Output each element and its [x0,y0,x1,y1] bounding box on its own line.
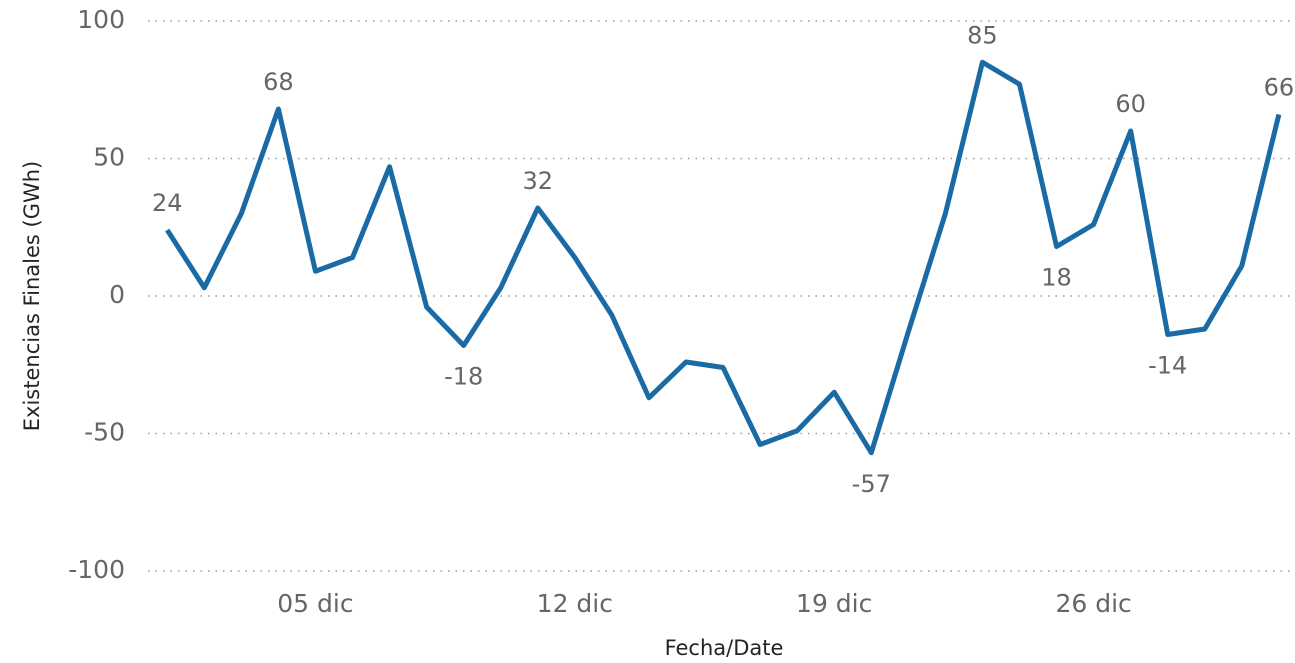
data-label: 68 [263,68,294,96]
y-tick-label: 0 [109,280,125,309]
data-label: 85 [967,21,998,49]
y-tick-label: -50 [84,418,125,447]
y-tick-label: 100 [77,5,125,34]
y-tick-label: 50 [93,143,125,172]
data-label: 32 [523,167,554,195]
data-label: -14 [1148,352,1187,380]
data-label: -18 [444,363,483,391]
x-tick-label: 26 dic [1055,589,1131,618]
data-label: 24 [152,189,183,217]
data-label: 18 [1041,264,1072,292]
y-axis-title: Existencias Finales (GWh) [20,161,44,431]
x-tick-label: 05 dic [277,589,353,618]
x-axis-title: Fecha/Date [665,636,784,660]
x-tick-label: 12 dic [537,589,613,618]
y-tick-label: -100 [68,555,125,584]
line [165,59,1282,456]
x-tick-label: 19 dic [796,589,872,618]
data-label: 66 [1264,74,1295,102]
data-label: -57 [852,470,891,498]
data-label: 60 [1115,90,1146,118]
